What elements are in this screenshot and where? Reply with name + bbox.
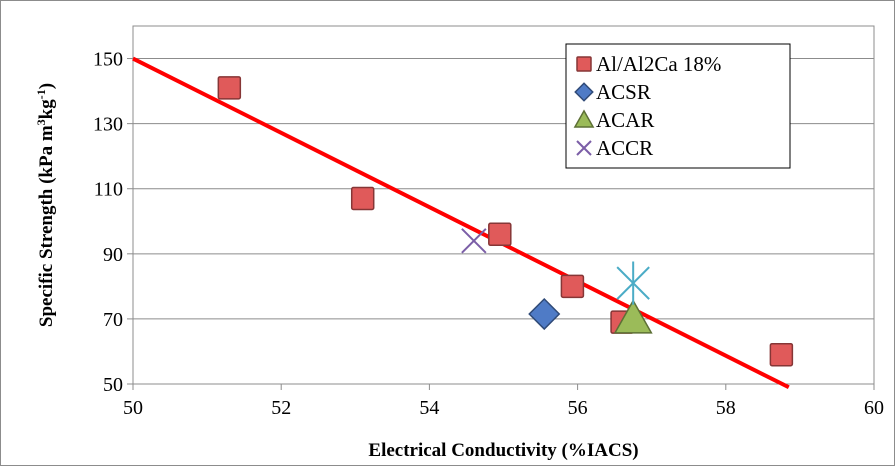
y-tick-label: 130 (93, 114, 123, 136)
trendline-layer (132, 56, 790, 390)
x-stroke (461, 228, 487, 254)
y-axis-title: Specific Strength (kPa m3kg-1) (34, 83, 57, 327)
x-tick-label: 60 (864, 397, 884, 419)
legend-entry: ACCR (576, 136, 653, 160)
data-point-triangle (613, 299, 653, 334)
x-stroke (576, 140, 592, 156)
legend-label: Al/Al2Ca 18% (596, 52, 721, 76)
y-tick-label: 70 (103, 309, 123, 331)
legend-label: ACCR (596, 136, 653, 160)
y-tick-label: 150 (93, 49, 123, 71)
data-point-square (488, 222, 512, 247)
legend-marker-x (576, 140, 592, 156)
y-tick-label: 90 (103, 244, 123, 266)
x-tick-label: 52 (271, 397, 291, 419)
y-axis-title-main: Specific Strength (kPa m (36, 125, 57, 327)
data-point-square (560, 274, 585, 299)
y-tick-label: 50 (103, 374, 123, 396)
legend-entry: Al/Al2Ca 18% (576, 52, 721, 76)
data-point-diamond (528, 297, 561, 331)
x-axis-title: Electrical Conductivity (%IACS) (368, 440, 638, 461)
data-points (217, 76, 794, 367)
tick-labels: 50 70 90 110 130 150 50 52 54 56 58 60 (93, 49, 884, 419)
data-point-asterisk (616, 261, 650, 305)
y-axis-title-sup1: 3 (34, 119, 48, 125)
legend-label: ACAR (596, 108, 654, 132)
legend-label: ACSR (596, 80, 651, 104)
x-tick-label: 56 (568, 397, 588, 419)
y-tick-label: 110 (94, 179, 123, 201)
data-point-square (350, 186, 375, 211)
legend: Al/Al2Ca 18% ACSR ACAR ACCR (565, 43, 791, 169)
y-axis-title-end: ) (36, 83, 57, 89)
legend-marker-square (576, 56, 592, 72)
y-axis-title-sup2: -1 (34, 89, 48, 99)
x-tick-label: 54 (419, 397, 439, 419)
legend-marker-triangle (573, 109, 595, 128)
legend-entry: ACSR (574, 80, 651, 104)
plot-area-border (132, 25, 875, 385)
legend-entries: Al/Al2Ca 18% ACSR ACAR ACCR (573, 52, 721, 160)
x-tick-label: 58 (716, 397, 736, 419)
trendline (132, 56, 790, 390)
data-point-x (461, 228, 487, 254)
legend-entry: ACAR (573, 108, 654, 132)
data-point-square (769, 342, 794, 367)
legend-marker-diamond (574, 82, 594, 102)
x-tick-label: 50 (123, 397, 143, 419)
y-axis-title-mid: kg (36, 99, 57, 120)
legend-box (565, 43, 791, 169)
data-point-square (217, 76, 242, 100)
